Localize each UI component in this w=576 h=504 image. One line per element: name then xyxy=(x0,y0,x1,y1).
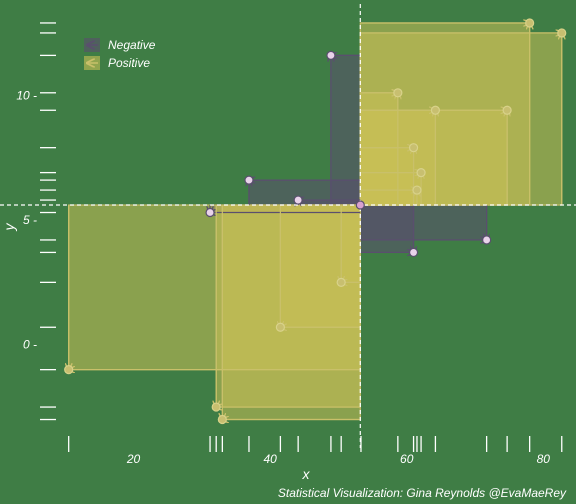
point-positive-3 xyxy=(430,105,441,115)
y-tick-label-10: 10 - xyxy=(16,88,37,102)
x-axis-label: x xyxy=(302,466,311,482)
point-positive-6 xyxy=(416,168,426,178)
deviation-rect-negative-4 xyxy=(359,204,488,241)
point-positive-0 xyxy=(525,18,535,28)
x-axis-ticks: 20 40 60 80 xyxy=(126,452,550,466)
x-rug xyxy=(68,436,563,452)
y-axis-ticks: 0 - 5 - 10 - xyxy=(16,88,37,351)
y-tick-label-5: 5 - xyxy=(23,213,37,227)
point-positive-11 xyxy=(275,322,285,332)
point-negative-4 xyxy=(482,235,492,245)
x-tick-label-60: 60 xyxy=(400,452,414,466)
point-positive-1 xyxy=(557,28,567,38)
mean-lines xyxy=(0,4,576,448)
point-negative-1 xyxy=(244,175,254,185)
point-positive-10 xyxy=(217,414,227,425)
mean-point xyxy=(355,200,365,210)
point-positive-4 xyxy=(502,105,512,115)
data-points xyxy=(64,18,567,425)
y-axis-label: y xyxy=(1,223,17,232)
point-negative-0 xyxy=(326,50,336,60)
deviation-rect-positive-12 xyxy=(340,204,361,283)
point-positive-2 xyxy=(393,88,403,98)
point-negative-3 xyxy=(408,247,419,258)
deviation-rect-positive-7 xyxy=(359,189,418,206)
legend-label-negative: Negative xyxy=(108,38,156,52)
point-negative-5 xyxy=(205,207,215,218)
x-tick-label-40: 40 xyxy=(263,452,277,466)
legend: Negative Positive xyxy=(84,38,156,70)
point-positive-7 xyxy=(412,185,422,195)
point-positive-9 xyxy=(211,402,221,412)
point-positive-5 xyxy=(408,143,419,153)
y-rug xyxy=(40,22,56,421)
caption: Statistical Visualization: Gina Reynolds… xyxy=(278,486,567,500)
point-positive-8 xyxy=(64,365,74,375)
x-tick-label-20: 20 xyxy=(126,452,141,466)
deviation-arrows xyxy=(69,23,562,420)
legend-label-positive: Positive xyxy=(108,56,150,70)
x-tick-label-80: 80 xyxy=(537,452,551,466)
point-negative-2 xyxy=(293,195,303,205)
deviation-rect-negative-2 xyxy=(297,199,361,206)
y-tick-label-0: 0 - xyxy=(23,338,37,352)
point-positive-12 xyxy=(336,277,346,287)
